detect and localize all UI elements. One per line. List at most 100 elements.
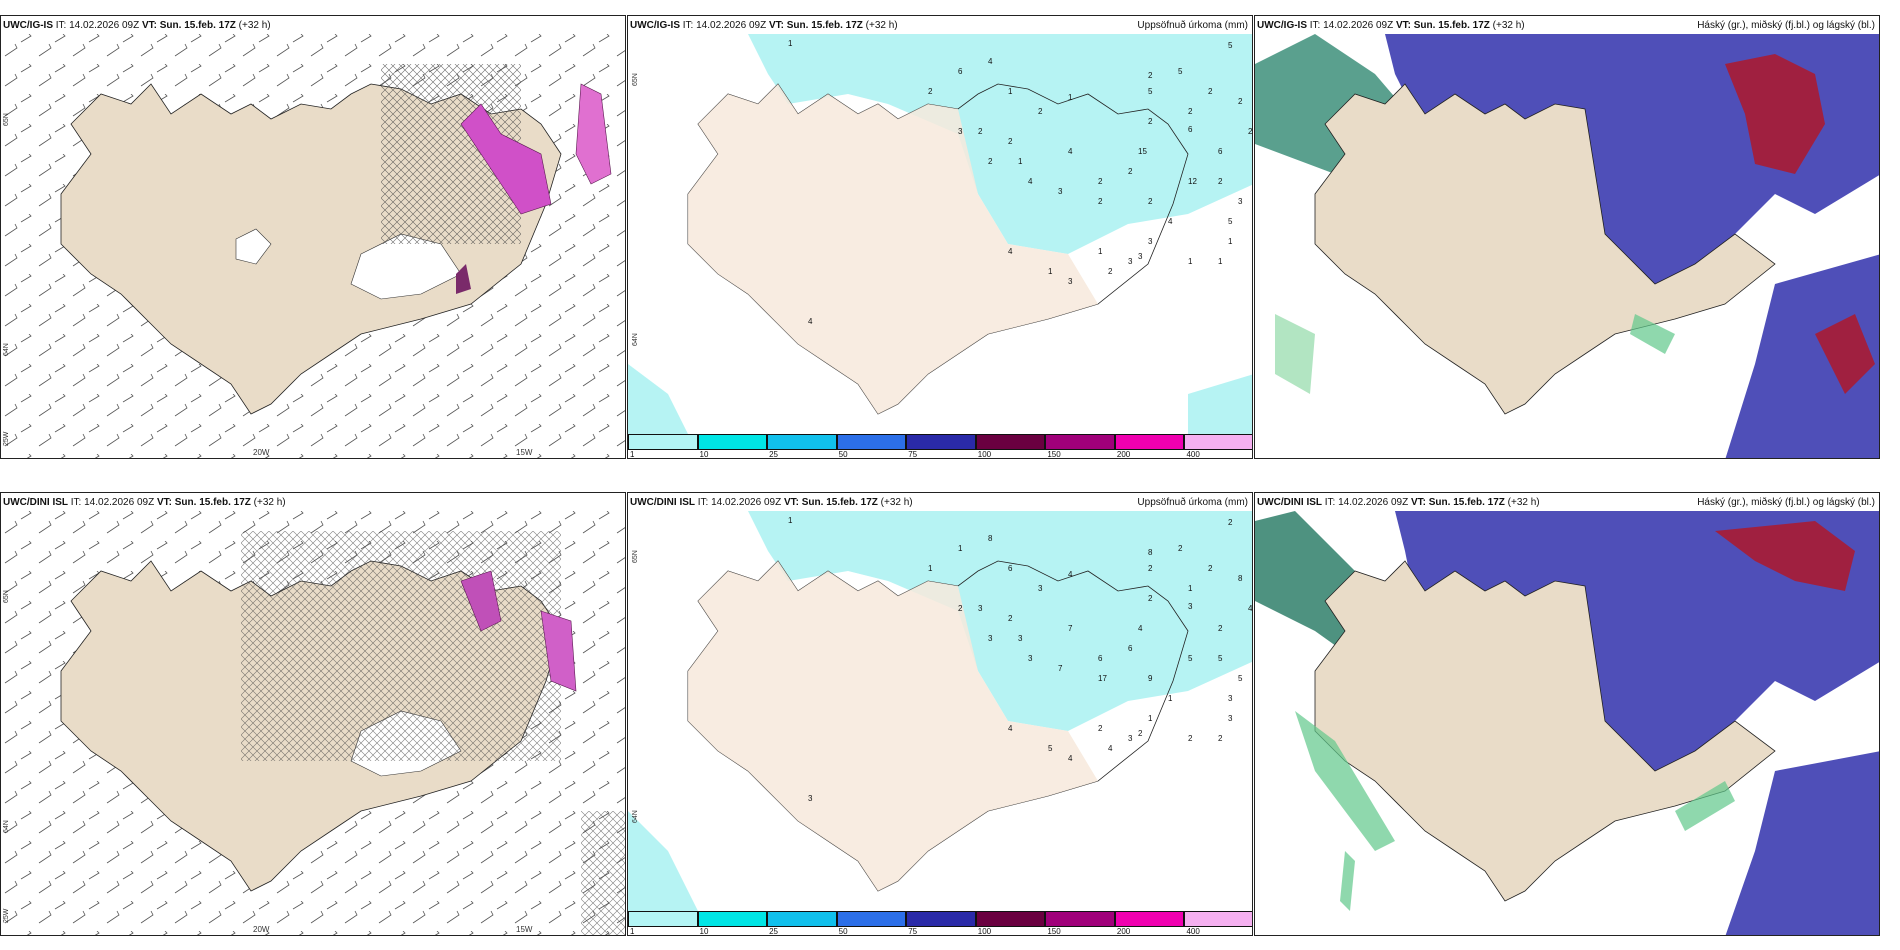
precip-value-label: 4 — [1138, 624, 1143, 633]
precip-value-label: 3 — [1238, 197, 1243, 206]
colorbar-tick: 10 — [699, 450, 709, 459]
product-title: Uppsöfnuð úrkoma (mm) — [1137, 497, 1248, 508]
precip-value-label: 3 — [1038, 584, 1043, 593]
colorbar-swatch — [1114, 434, 1185, 450]
colorbar-swatch — [628, 911, 698, 927]
precip-value-label: 7 — [1068, 624, 1073, 633]
iceland-land — [1314, 560, 1776, 902]
precip-value-label: 15 — [1138, 147, 1147, 156]
colorbar-swatch — [767, 434, 837, 450]
precip-value-label: 2 — [1228, 518, 1233, 527]
panel-header: UWC/DINI ISL IT: 14.02.2026 09Z VT: Sun.… — [630, 497, 913, 508]
colorbar-tick: 1 — [630, 927, 635, 936]
panel-header: UWC/IG-IS IT: 14.02.2026 09Z VT: Sun. 15… — [630, 20, 898, 31]
precip-value-label: 2 — [958, 604, 963, 613]
vt-label: VT: — [156, 497, 172, 508]
precip-value-label: 3 — [1228, 714, 1233, 723]
panel-precip-dini: UWC/DINI ISL IT: 14.02.2026 09Z VT: Sun.… — [627, 492, 1253, 936]
it-label: IT: — [697, 497, 709, 508]
precip-value-label: 3 — [808, 794, 813, 803]
colorbar-swatch — [628, 434, 698, 450]
vt-value: Sun. 15.feb. 17Z — [1428, 497, 1505, 508]
precip-value-label: 4 — [1008, 247, 1013, 256]
panel-wind-dini: UWC/DINI ISL IT: 14.02.2026 09Z VT: Sun.… — [0, 492, 626, 936]
cloud-map — [1255, 511, 1879, 935]
lat-label-65n: 65N — [632, 550, 639, 563]
precip-value-label: 6 — [1188, 125, 1193, 134]
lead-time: (+32 h) — [1492, 20, 1525, 31]
green-cloud-east — [1675, 781, 1735, 831]
precip-value-label: 7 — [1058, 664, 1063, 673]
land-no-precip — [688, 561, 1098, 891]
vt-value: Sun. 15.feb. 17Z — [786, 20, 863, 31]
colorbar-swatch — [1045, 434, 1115, 450]
precip-value-label: 2 — [988, 157, 993, 166]
precip-value-label: 4 — [1248, 604, 1253, 613]
precip-value-label: 6 — [1098, 654, 1103, 663]
mid-cloud-east — [1815, 314, 1875, 394]
product-title: Háský (gr.), miðský (fj.bl.) og lágský (… — [1697, 20, 1875, 31]
green-cloud-southwest — [1340, 851, 1355, 911]
lon-label-15w: 15W — [516, 925, 533, 934]
precip-value-label: 3 — [1058, 187, 1063, 196]
it-label: IT: — [70, 497, 82, 508]
lon-label-15w: 15W — [516, 448, 533, 457]
precip-value-label: 2 — [1138, 729, 1143, 738]
vt-label: VT: — [1410, 497, 1426, 508]
precip-value-label: 4 — [1008, 724, 1013, 733]
precip-value-label: 2 — [1148, 594, 1153, 603]
precip-value-label: 1 — [1048, 267, 1053, 276]
colorbar-tick: 50 — [838, 927, 848, 936]
precip-value-label: 2 — [978, 127, 983, 136]
vt-label: VT: — [141, 20, 157, 31]
precip-value-label: 2 — [1208, 87, 1213, 96]
precip-value-label: 2 — [1218, 734, 1223, 743]
precip-value-label: 2 — [1218, 624, 1223, 633]
it-label: IT: — [1309, 20, 1321, 31]
precip-value-label: 5 — [1148, 87, 1153, 96]
precip-value-label: 3 — [1128, 734, 1133, 743]
precip-value-label: 6 — [1128, 644, 1133, 653]
precip-value-label: 4 — [1108, 744, 1113, 753]
colorbar-tick: 100 — [977, 927, 992, 936]
green-cloud-west — [1275, 314, 1315, 394]
lat-label-64n: 64N — [632, 333, 639, 346]
model-label: UWC/DINI ISL — [3, 497, 68, 508]
hatched-snow-area — [241, 531, 561, 761]
colorbar-swatch — [906, 434, 976, 450]
mid-cloud-area — [1725, 54, 1825, 174]
precip-value-label: 1 — [958, 544, 963, 553]
snow-intensity-far-east — [540, 610, 577, 692]
precip-value-label: 12 — [1188, 177, 1197, 186]
it-value: 14.02.2026 09Z — [1338, 497, 1409, 508]
precip-value-label: 2 — [1178, 544, 1183, 553]
colorbar-swatch — [1184, 434, 1252, 450]
precip-value-label: 2 — [1008, 614, 1013, 623]
precip-value-label: 3 — [1188, 602, 1193, 611]
lat-label-64n: 64N — [3, 343, 10, 356]
hatched-snow-southeast — [581, 811, 625, 935]
vt-label: VT: — [783, 497, 799, 508]
lead-time: (+32 h) — [1507, 497, 1540, 508]
product-title: Uppsöfnuð úrkoma (mm) — [1137, 20, 1248, 31]
precip-value-label: 3 — [1138, 252, 1143, 261]
precip-value-label: 2 — [1208, 564, 1213, 573]
lead-time: (+32 h) — [238, 20, 271, 31]
low-cloud-east — [1725, 254, 1879, 458]
colorbar-tick: 50 — [838, 450, 848, 459]
it-label: IT: — [1324, 497, 1336, 508]
precip-value-label: 2 — [1128, 167, 1133, 176]
precip-value-label: 4 — [1068, 147, 1073, 156]
model-label: UWC/IG-IS — [1257, 20, 1307, 31]
glacier-langjokull — [235, 228, 272, 265]
precip-value-label: 1 — [788, 516, 793, 525]
vt-value: Sun. 15.feb. 17Z — [1413, 20, 1490, 31]
lead-time: (+32 h) — [865, 20, 898, 31]
model-label: UWC/DINI ISL — [1257, 497, 1322, 508]
precip-value-label: 3 — [958, 127, 963, 136]
panel-header: UWC/IG-IS IT: 14.02.2026 09Z VT: Sun. 15… — [3, 20, 271, 31]
precip-value-label: 1 — [928, 564, 933, 573]
precip-value-label: 2 — [1108, 267, 1113, 276]
